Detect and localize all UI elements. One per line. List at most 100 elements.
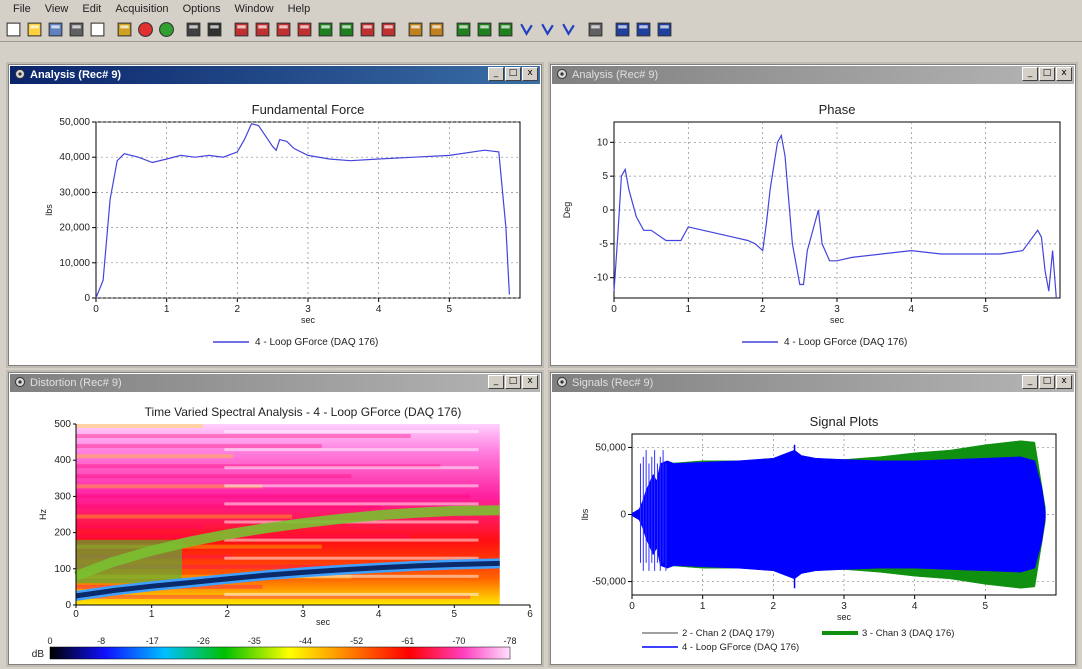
panel-signals[interactable]: Signals (Rec# 9) _ □ x Signal Plots 0 1 2 3 4 5 -… — [548, 370, 1078, 667]
panel-titlebar[interactable]: Signals (Rec# 9) _ □ x — [552, 374, 1074, 392]
curve1-icon[interactable] — [517, 20, 536, 39]
close-button[interactable]: x — [522, 375, 538, 389]
cascade-icon[interactable] — [655, 20, 674, 39]
x-tick-label: 5 — [452, 609, 458, 620]
menu-options[interactable]: Options — [182, 3, 221, 15]
y-tick-label: 10 — [597, 137, 609, 148]
y-tick-label: 40,000 — [59, 152, 90, 163]
y-tick-label: 0 — [84, 293, 90, 304]
analysis1-icon[interactable] — [454, 20, 473, 39]
stop-icon[interactable] — [136, 20, 155, 39]
plot3-icon[interactable] — [274, 20, 293, 39]
colorbar-tick-label: -17 — [146, 636, 159, 646]
analysis2-icon[interactable] — [475, 20, 494, 39]
menu-acquisition[interactable]: Acquisition — [115, 3, 169, 15]
minimize-button[interactable]: _ — [488, 375, 504, 389]
plot4-icon[interactable] — [295, 20, 314, 39]
menu-help[interactable]: Help — [287, 3, 311, 15]
colorbar-tick-label: -44 — [299, 636, 312, 646]
tile-h-icon[interactable] — [613, 20, 632, 39]
import-icon[interactable] — [427, 20, 446, 39]
plot2-icon[interactable] — [253, 20, 272, 39]
export-icon[interactable] — [406, 20, 425, 39]
maximize-button[interactable]: □ — [505, 67, 521, 81]
heatmap-band — [76, 544, 322, 549]
series-line — [95, 123, 510, 299]
x-tick-label: 0 — [73, 609, 79, 620]
heatmap-band — [76, 424, 204, 428]
minimize-button[interactable]: _ — [1022, 375, 1038, 389]
x-axis-label: sec — [316, 617, 331, 627]
close-button[interactable]: x — [522, 67, 538, 81]
y-tick-label: 10,000 — [59, 258, 90, 269]
menu-file[interactable]: File — [13, 3, 31, 15]
fit-icon[interactable] — [205, 20, 224, 39]
colorbar-tick-label: -35 — [248, 636, 261, 646]
legend-label: 2 - Chan 2 (DAQ 179) — [682, 628, 774, 639]
panel-phase[interactable]: Analysis (Rec# 9) _ □ x Phase 0 1 2 3 4 5 -10 -5 0 5… — [548, 62, 1078, 368]
y-tick-label: 400 — [54, 455, 71, 466]
plot5-icon[interactable] — [316, 20, 335, 39]
close-button[interactable]: x — [1056, 67, 1072, 81]
phase-chart: Phase 0 1 2 3 4 5 -10 -5 0 5 10 sec Deg 4 - Loop GForc… — [552, 86, 1074, 364]
heatmap-band — [76, 564, 441, 569]
panel-titlebar[interactable]: Analysis (Rec# 9) _ □ x — [10, 66, 540, 84]
panel-distortion[interactable]: Distortion (Rec# 9) _ □ x Time Varied Spec… — [6, 370, 544, 667]
x-tick-label: 4 — [909, 304, 915, 315]
heatmap-band — [224, 466, 479, 470]
maximize-button[interactable]: □ — [505, 375, 521, 389]
minimize-button[interactable]: _ — [488, 67, 504, 81]
new-icon[interactable] — [4, 20, 23, 39]
chart-title: Phase — [819, 102, 856, 117]
curve2-icon[interactable] — [538, 20, 557, 39]
x-tick-label: 1 — [686, 304, 692, 315]
panel-titlebar[interactable]: Distortion (Rec# 9) _ □ x — [10, 374, 540, 392]
y-tick-label: 0 — [65, 600, 71, 611]
colorbar — [49, 646, 511, 660]
heatmap-band — [76, 514, 293, 519]
plot7-icon[interactable] — [358, 20, 377, 39]
save-icon[interactable] — [46, 20, 65, 39]
menu-window[interactable]: Window — [234, 3, 274, 15]
settings-icon[interactable] — [115, 20, 134, 39]
x-tick-label: 1 — [164, 304, 170, 315]
x-tick-label: 5 — [983, 304, 989, 315]
plot8-icon[interactable] — [379, 20, 398, 39]
heatmap-band — [76, 594, 471, 599]
menu-view[interactable]: View — [44, 3, 69, 15]
y-tick-label: 100 — [54, 564, 71, 575]
window-gear-icon[interactable] — [14, 68, 26, 83]
window-gear-icon[interactable] — [556, 68, 568, 83]
heatmap-band — [224, 538, 479, 542]
zoom-icon[interactable] — [184, 20, 203, 39]
window-gear-icon[interactable] — [556, 376, 568, 391]
heatmap-band — [76, 484, 263, 489]
minimize-button[interactable]: _ — [1022, 67, 1038, 81]
window-gear-icon[interactable] — [14, 376, 26, 391]
maximize-button[interactable]: □ — [1039, 375, 1055, 389]
print-preview-icon[interactable] — [88, 20, 107, 39]
panel-fundamental-force[interactable]: Analysis (Rec# 9) _ □ x Fundamental Force 0… — [6, 62, 544, 368]
analysis3-icon[interactable] — [496, 20, 515, 39]
menu-edit[interactable]: Edit — [82, 3, 102, 15]
print-icon[interactable] — [67, 20, 86, 39]
plot6-icon[interactable] — [337, 20, 356, 39]
open-icon[interactable] — [25, 20, 44, 39]
y-tick-label: 500 — [54, 419, 71, 430]
y-tick-label: 30,000 — [59, 187, 90, 198]
colorbar-tick-label: -61 — [401, 636, 414, 646]
colorbar-tick-label: -52 — [350, 636, 363, 646]
go-icon[interactable] — [157, 20, 176, 39]
plot1-icon[interactable] — [232, 20, 251, 39]
close-button[interactable]: x — [1056, 375, 1072, 389]
curve3-icon[interactable] — [559, 20, 578, 39]
panel-titlebar[interactable]: Analysis (Rec# 9) _ □ x — [552, 66, 1074, 84]
heatmap-band — [224, 574, 479, 578]
panel-title: Signals (Rec# 9) — [572, 377, 654, 389]
x-tick-label: 6 — [527, 609, 533, 620]
x-tick-label: 2 — [760, 304, 766, 315]
x-axis-label: sec — [830, 315, 845, 325]
tile-v-icon[interactable] — [634, 20, 653, 39]
maximize-button[interactable]: □ — [1039, 67, 1055, 81]
tools-icon[interactable] — [586, 20, 605, 39]
